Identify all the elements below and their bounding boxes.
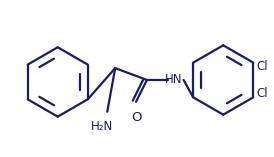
Text: H₂N: H₂N (91, 120, 113, 133)
Text: Cl: Cl (256, 60, 268, 73)
Text: Cl: Cl (256, 87, 268, 100)
Text: O: O (131, 111, 141, 124)
Text: HN: HN (165, 73, 182, 87)
